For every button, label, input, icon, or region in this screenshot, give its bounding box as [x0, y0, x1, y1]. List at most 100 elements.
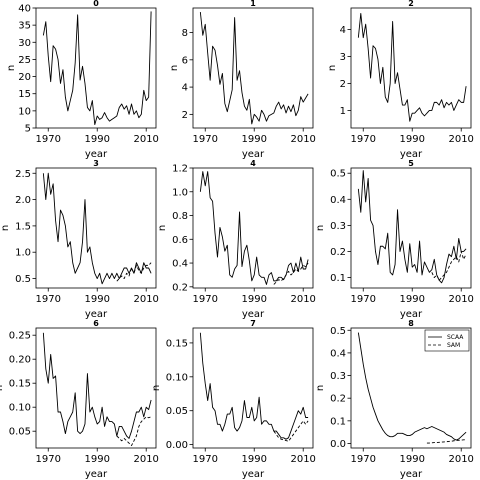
y-tick-label: 6 [182, 55, 188, 66]
axes-frame [192, 167, 314, 289]
y-tick-label: 0.5 [330, 169, 346, 180]
y-tick-label: 0.6 [172, 235, 188, 246]
y-tick-label: 0.2 [330, 394, 346, 405]
y-tick-label: 0.4 [330, 195, 346, 206]
y-tick-label: 0.8 [172, 211, 188, 222]
y-tick-label: 4 [340, 25, 346, 36]
x-tick-label: 2010 [133, 134, 158, 145]
subplot-6: 6 1970 1990 2010 0.05 0.10 0.15 0.20 0.25 year n [0, 319, 159, 480]
axes-frame [192, 7, 314, 129]
subplot-8: 8 1970 1990 2010 0.0 0.1 0.2 0.3 0.4 0.5 year n SCAA… [315, 319, 474, 480]
y-tick-label: 0.1 [330, 416, 346, 427]
scaa-series-line [357, 12, 467, 122]
y-tick-label: 30 [18, 38, 31, 49]
y-tick-label: 0.05 [9, 427, 31, 438]
y-tick-label: 0.3 [330, 371, 346, 382]
subplot-title: 7 [250, 319, 256, 328]
y-tick-label: 0.25 [9, 331, 31, 342]
x-tick-label: 1970 [351, 134, 376, 145]
subplot-title: 0 [93, 0, 99, 8]
y-tick-label: 8 [182, 28, 188, 39]
subplot-3: 3 1970 1990 2010 0.5 1.0 1.5 2.0 2.5 year n [0, 159, 159, 320]
y-tick-label: 1.0 [172, 187, 188, 198]
subplot-2: 2 1970 1990 2010 1 2 3 4 year n [327, 0, 474, 160]
y-tick-label: 0.15 [9, 379, 31, 390]
legend-box [424, 329, 470, 352]
y-tick-label: 2 [340, 79, 346, 90]
subplot-title: 6 [93, 319, 99, 328]
y-tick-label: 0.10 [166, 372, 188, 383]
x-tick-label: 2010 [133, 454, 158, 465]
y-axis-label: n [315, 385, 326, 391]
scaa-series-line [42, 332, 152, 439]
y-tick-label: 15 [18, 89, 31, 100]
y-tick-label: 35 [18, 21, 31, 32]
y-tick-label: 1.0 [15, 248, 31, 259]
axes-frame [35, 7, 157, 129]
y-tick-label: 0.15 [166, 338, 188, 349]
x-tick-label: 1970 [36, 294, 61, 305]
x-axis-label: year [242, 309, 265, 320]
axes-frame [350, 167, 472, 289]
y-tick-label: 5 [25, 124, 31, 135]
y-axis-label: n [315, 225, 326, 231]
x-axis-label: year [400, 309, 423, 320]
y-tick-label: 0.5 [330, 326, 346, 337]
y-tick-label: 0.00 [166, 440, 188, 451]
y-tick-label: 0.4 [330, 348, 346, 359]
sam-series-line [116, 262, 152, 282]
axes-frame [35, 167, 157, 289]
axes-frame [35, 327, 157, 449]
y-tick-label: 2.0 [15, 195, 31, 206]
subplot-title: 4 [250, 159, 256, 168]
y-tick-label: 0.05 [166, 406, 188, 417]
y-tick-label: 0.4 [172, 259, 188, 270]
scaa-series-line [199, 171, 309, 285]
x-tick-label: 2010 [133, 294, 158, 305]
scaa-series-line [42, 11, 152, 126]
axes-frame [192, 327, 314, 449]
y-tick-label: 0.3 [330, 221, 346, 232]
y-tick-label: 0.20 [9, 355, 31, 366]
scaa-series-line [199, 12, 309, 125]
y-tick-label: 10 [18, 106, 31, 117]
subplot-5: 5 1970 1990 2010 0.1 0.2 0.3 0.4 0.5 year n [315, 159, 474, 320]
subplot-title: 1 [250, 0, 256, 8]
x-axis-label: year [242, 149, 265, 160]
x-tick-label: 1990 [399, 134, 424, 145]
x-tick-label: 1970 [36, 134, 61, 145]
y-tick-label: 0.0 [330, 439, 346, 450]
y-tick-label: 0.5 [15, 274, 31, 285]
subplot-0: 0 1970 1990 2010 5 10 15 20 25 30 35 40 year n [6, 0, 159, 160]
x-tick-label: 2010 [290, 134, 315, 145]
x-tick-label: 1990 [84, 454, 109, 465]
y-axis-label: n [0, 225, 11, 231]
legend-label-sam: SAM [447, 342, 460, 349]
y-tick-label: 2.5 [15, 169, 31, 180]
x-axis-label: year [85, 469, 108, 480]
axes-frame [350, 7, 472, 129]
sam-series-line [273, 262, 309, 285]
y-tick-label: 1.2 [172, 164, 188, 175]
subplot-title: 8 [408, 319, 414, 328]
x-axis-label: year [400, 469, 423, 480]
x-tick-label: 1990 [241, 454, 266, 465]
x-tick-label: 1970 [193, 134, 218, 145]
x-tick-label: 1990 [399, 454, 424, 465]
x-tick-label: 2010 [290, 454, 315, 465]
y-tick-label: 1 [340, 106, 346, 117]
subplot-4: 4 1970 1990 2010 0.2 0.4 0.6 0.8 1.0 1.2 year n [157, 159, 316, 320]
y-axis-label: n [6, 65, 17, 71]
y-tick-label: 0.1 [330, 273, 346, 284]
sam-series-line [426, 439, 467, 444]
x-tick-label: 1990 [399, 294, 424, 305]
y-axis-label: n [169, 65, 180, 71]
x-tick-label: 1970 [193, 454, 218, 465]
y-tick-label: 2 [182, 110, 188, 121]
subplot-title: 2 [408, 0, 414, 8]
x-tick-label: 1990 [241, 134, 266, 145]
x-tick-label: 2010 [448, 294, 473, 305]
y-axis-label: n [327, 65, 338, 71]
